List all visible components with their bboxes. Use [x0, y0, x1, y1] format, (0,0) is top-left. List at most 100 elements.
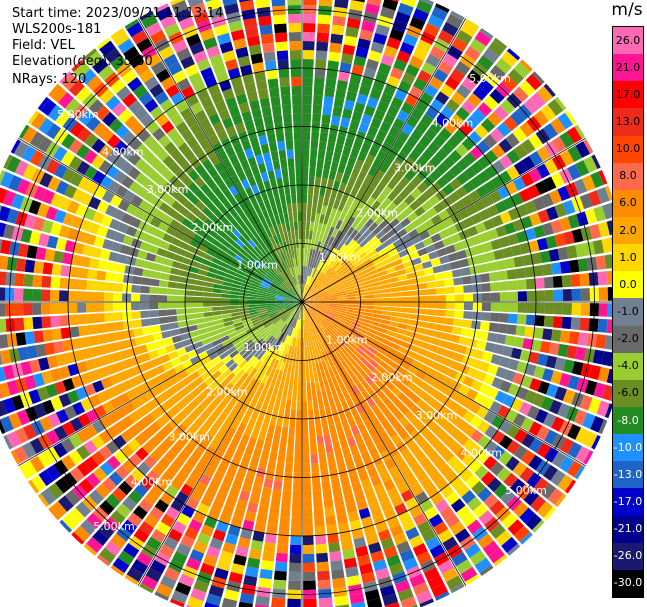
- velocity-gate: [400, 596, 417, 607]
- velocity-gate: [344, 456, 355, 467]
- colorbar-segment: [613, 135, 643, 164]
- velocity-gate: [302, 517, 313, 527]
- velocity-gate: [421, 260, 433, 269]
- colorbar-unit: m/s: [611, 0, 643, 20]
- velocity-gate: [318, 291, 328, 296]
- velocity-gate: [106, 332, 117, 343]
- velocity-gate: [320, 252, 327, 262]
- velocity-gate: [434, 477, 449, 491]
- velocity-gate: [369, 503, 382, 516]
- velocity-gate: [143, 260, 155, 270]
- velocity-gate: [543, 276, 554, 289]
- velocity-gate: [82, 347, 94, 360]
- velocity-gate: [319, 322, 326, 330]
- velocity-gate: [339, 372, 347, 383]
- velocity-gate: [248, 299, 258, 302]
- velocity-gate: [149, 294, 159, 302]
- velocity-gate: [48, 83, 61, 98]
- velocity-gate: [99, 461, 115, 476]
- velocity-gate: [490, 354, 502, 366]
- velocity-gate: [311, 203, 318, 214]
- velocity-gate: [115, 330, 126, 341]
- velocity-gate: [406, 476, 419, 489]
- velocity-gate: [336, 458, 346, 470]
- velocity-gate: [219, 378, 230, 389]
- velocity-gate: [178, 326, 189, 335]
- velocity-gate: [540, 193, 554, 208]
- velocity-gate: [333, 263, 342, 272]
- velocity-gate: [183, 393, 195, 404]
- velocity-gate: [446, 224, 458, 236]
- velocity-gate: [207, 426, 219, 438]
- velocity-gate: [68, 314, 79, 326]
- velocity-gate: [309, 307, 317, 314]
- velocity-gate: [203, 554, 218, 567]
- velocity-gate: [154, 255, 165, 265]
- velocity-gate: [287, 278, 293, 287]
- velocity-gate: [156, 347, 168, 357]
- velocity-gate: [384, 458, 396, 471]
- velocity-gate: [501, 51, 518, 68]
- velocity-gate: [78, 110, 94, 126]
- velocity-gate: [450, 91, 466, 106]
- velocity-gate: [430, 361, 442, 371]
- velocity-gate: [269, 236, 277, 246]
- velocity-gate: [528, 421, 543, 437]
- velocity-gate: [422, 237, 434, 247]
- velocity-gate: [253, 224, 262, 234]
- velocity-gate: [504, 335, 516, 347]
- velocity-gate: [365, 245, 375, 255]
- velocity-gate: [173, 341, 185, 350]
- velocity-gate: [315, 59, 327, 70]
- velocity-gate: [598, 419, 608, 435]
- velocity-gate: [260, 190, 269, 202]
- velocity-gate: [90, 246, 102, 259]
- velocity-gate: [379, 470, 392, 483]
- colorbar-tick-label: -13.0: [613, 467, 643, 481]
- velocity-gate: [299, 293, 302, 302]
- velocity-gate: [244, 82, 257, 94]
- velocity-gate: [308, 364, 313, 374]
- velocity-gate: [236, 269, 246, 277]
- velocity-gate: [521, 155, 536, 171]
- velocity-gate: [263, 333, 272, 342]
- velocity-gate: [389, 28, 405, 42]
- velocity-gate: [236, 442, 247, 454]
- velocity-gate: [389, 375, 400, 386]
- velocity-gate: [77, 279, 88, 290]
- velocity-gate: [536, 237, 549, 251]
- velocity-gate: [308, 290, 316, 297]
- velocity-gate: [113, 292, 123, 302]
- velocity-gate: [183, 200, 195, 211]
- velocity-gate: [369, 88, 382, 101]
- velocity-gate: [374, 335, 385, 343]
- velocity-gate: [493, 37, 508, 50]
- velocity-gate: [155, 429, 168, 442]
- velocity-gate: [234, 341, 244, 350]
- velocity-gate: [364, 334, 375, 343]
- velocity-gate: [121, 69, 138, 85]
- velocity-gate: [127, 424, 141, 438]
- velocity-gate: [526, 405, 541, 420]
- velocity-gate: [180, 483, 194, 497]
- velocity-gate: [113, 208, 126, 221]
- velocity-gate: [203, 125, 216, 138]
- velocity-gate: [469, 175, 483, 189]
- velocity-gate: [149, 408, 162, 421]
- colorbar-tick-label: -4.0: [617, 359, 639, 373]
- velocity-gate: [295, 295, 302, 302]
- velocity-gate: [302, 302, 305, 311]
- velocity-gate: [194, 428, 207, 440]
- velocity-gate: [142, 233, 154, 244]
- velocity-gate: [293, 463, 302, 473]
- velocity-gate: [331, 228, 339, 238]
- velocity-gate: [177, 369, 189, 380]
- velocity-gate: [354, 333, 365, 341]
- velocity-gate: [272, 267, 280, 276]
- velocity-gate: [37, 96, 50, 111]
- velocity-gate: [295, 310, 300, 320]
- velocity-gate: [82, 244, 94, 257]
- velocity-gate: [412, 47, 428, 61]
- velocity-gate: [154, 91, 169, 105]
- velocity-gate: [276, 360, 283, 371]
